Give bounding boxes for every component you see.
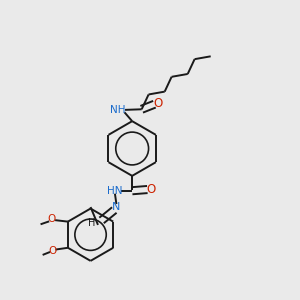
Text: N: N [112, 202, 121, 212]
Text: O: O [146, 183, 155, 196]
Text: HN: HN [107, 186, 123, 196]
Text: H: H [88, 218, 95, 228]
Text: O: O [47, 214, 56, 224]
Text: NH: NH [110, 105, 126, 115]
Text: O: O [154, 97, 163, 110]
Text: O: O [48, 246, 57, 256]
